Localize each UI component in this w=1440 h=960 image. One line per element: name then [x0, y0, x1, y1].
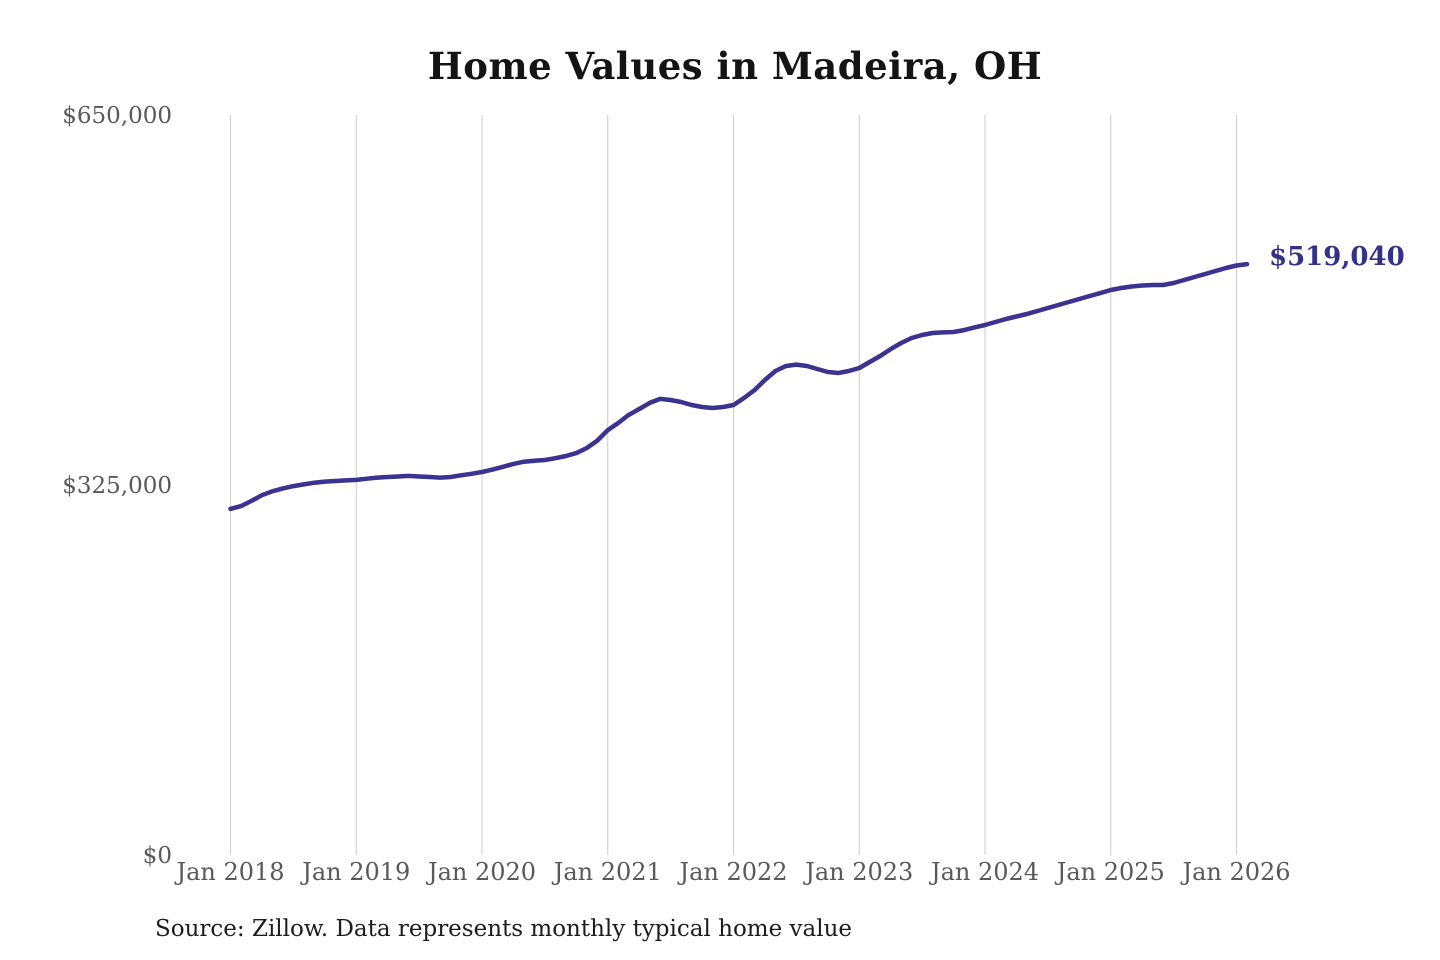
vertical-gridlines — [230, 115, 1237, 855]
x-tick-label: Jan 2018 — [173, 858, 284, 886]
x-axis-tick-labels: Jan 2018 Jan 2019 Jan 2020 Jan 2021 Jan 2022… — [173, 858, 1290, 886]
y-axis-tick-labels: $0 $325,000 $650,000 — [62, 103, 172, 869]
x-tick-label: Jan 2020 — [425, 858, 536, 886]
x-tick-label: Jan 2023 — [802, 858, 913, 886]
x-tick-label: Jan 2024 — [928, 858, 1039, 886]
y-tick-label: $650,000 — [62, 103, 172, 129]
y-tick-label: $325,000 — [62, 473, 172, 499]
x-tick-label: Jan 2025 — [1054, 858, 1165, 886]
x-tick-label: Jan 2021 — [551, 858, 662, 886]
home-value-line-series — [228, 261, 1250, 512]
y-tick-label: $0 — [143, 843, 172, 869]
chart-title: Home Values in Madeira, OH — [427, 44, 1043, 88]
latest-value-annotation: $519,040 — [1269, 242, 1405, 272]
source-note: Source: Zillow. Data represents monthly … — [155, 916, 853, 942]
x-tick-label: Jan 2019 — [299, 858, 410, 886]
x-tick-label: Jan 2022 — [676, 858, 787, 886]
x-tick-label: Jan 2026 — [1179, 858, 1290, 886]
